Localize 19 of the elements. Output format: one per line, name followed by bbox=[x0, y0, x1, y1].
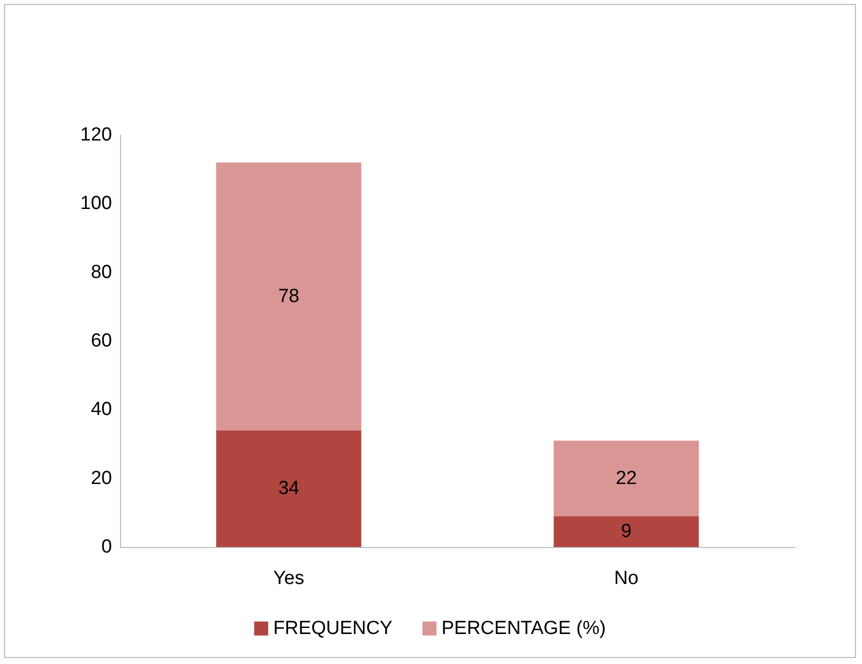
legend-label: PERCENTAGE (%) bbox=[441, 618, 606, 639]
bar bbox=[216, 430, 362, 547]
data-label: 78 bbox=[278, 286, 300, 307]
x-tick-label: No bbox=[614, 568, 638, 589]
y-tick-label: 60 bbox=[90, 330, 112, 352]
y-tick-label: 40 bbox=[90, 399, 112, 420]
bar bbox=[554, 440, 699, 516]
y-tick-label: 0 bbox=[101, 536, 112, 558]
data-label: 22 bbox=[616, 468, 637, 489]
y-tick-label: 120 bbox=[80, 124, 112, 146]
y-tick-label: 80 bbox=[90, 262, 112, 283]
x-tick-label: Yes bbox=[273, 568, 304, 589]
legend-label: FREQUENCY bbox=[273, 618, 393, 639]
data-label: 9 bbox=[620, 521, 632, 542]
y-tick-label: 100 bbox=[80, 193, 112, 214]
bar bbox=[554, 516, 699, 547]
bar bbox=[216, 162, 362, 430]
y-tick-label: 20 bbox=[90, 468, 112, 489]
data-label: 34 bbox=[278, 478, 300, 500]
